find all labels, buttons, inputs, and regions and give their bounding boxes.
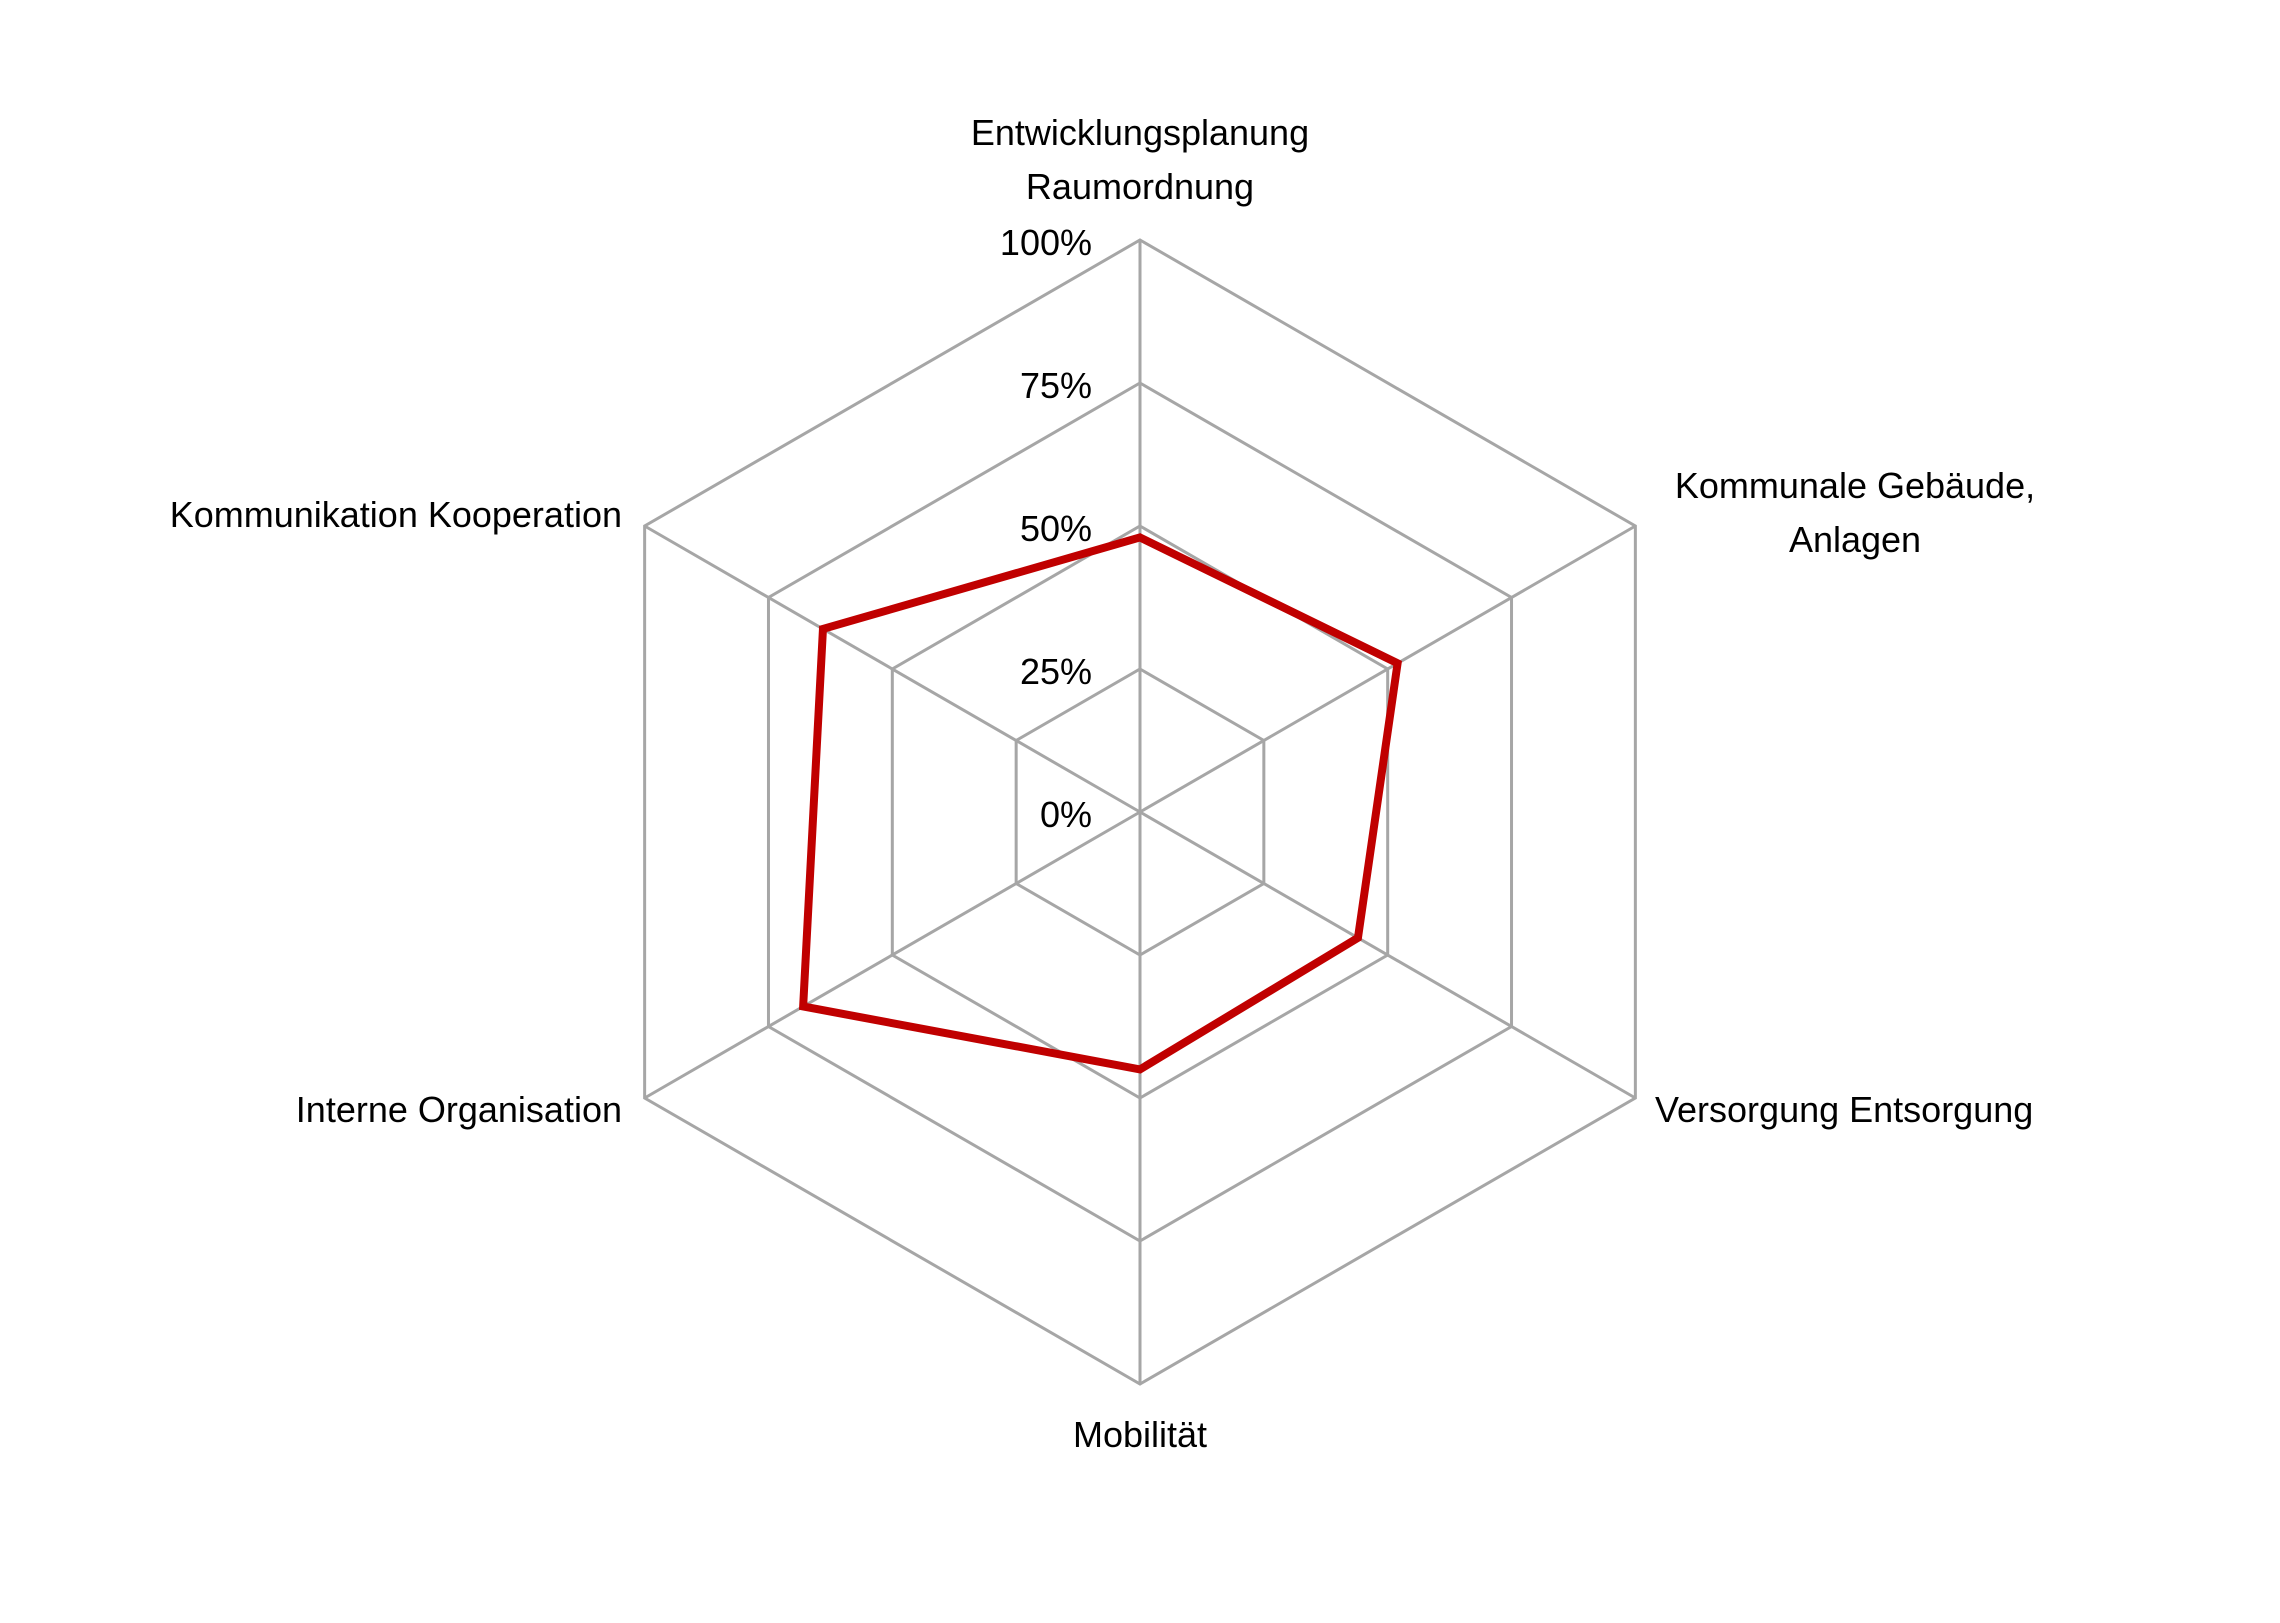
category-label: Kommunikation Kooperation [170, 494, 622, 535]
radial-tick-labels: 0% 25% 50% 75% 100% [1000, 222, 1092, 835]
series-polygon [798, 533, 1402, 1074]
radial-tick-label: 75% [1020, 365, 1092, 406]
axis-spoke [643, 524, 1141, 814]
axis-spoke [1139, 524, 1637, 814]
axis-spoke [643, 810, 1141, 1100]
category-label: Versorgung Entsorgung [1655, 1089, 2033, 1130]
radial-tick-label: 25% [1020, 651, 1092, 692]
radial-tick-label: 100% [1000, 222, 1092, 263]
category-label: Interne Organisation [296, 1089, 622, 1130]
radar-grid [643, 238, 1637, 1386]
data-series [798, 533, 1402, 1074]
category-label: Mobilität [1073, 1414, 1207, 1455]
category-label: Kommunale Gebäude, Anlagen [1675, 465, 2035, 560]
radial-tick-label: 0% [1040, 794, 1092, 835]
category-labels: Entwicklungsplanung Raumordnung Kommunale … [170, 112, 2035, 1455]
radial-tick-label: 50% [1020, 508, 1092, 549]
category-label: Entwicklungsplanung Raumordnung [971, 112, 1309, 207]
axis-spoke [1139, 810, 1637, 1100]
